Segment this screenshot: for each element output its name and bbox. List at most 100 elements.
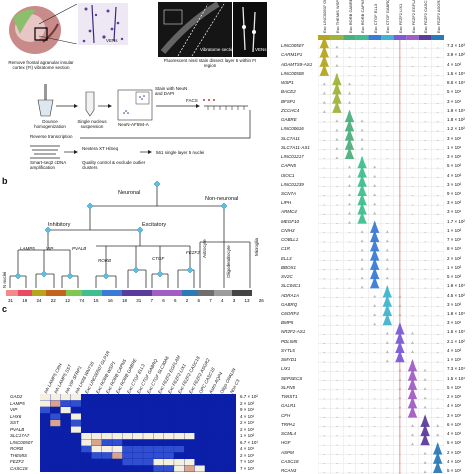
violin-shape bbox=[398, 176, 402, 178]
violin-shape bbox=[347, 165, 352, 169]
violin-shape bbox=[398, 112, 402, 113]
gene-fezf2: FEZF2 bbox=[186, 250, 200, 255]
violin-value-label: 1.8 × 10¹ bbox=[447, 311, 465, 317]
violin-shape bbox=[398, 130, 402, 132]
violin-column-label: Exc FEZF2 LIX1 bbox=[397, 3, 403, 33]
violin-header-cell bbox=[368, 35, 381, 40]
violin-shape bbox=[322, 379, 326, 381]
violin-shape bbox=[385, 121, 389, 123]
count: 74 bbox=[79, 298, 85, 303]
violin-gene-label: RCAN3 bbox=[281, 468, 297, 473]
violin-shape bbox=[335, 389, 339, 390]
violin-shape bbox=[423, 342, 427, 344]
heatmap-cell bbox=[184, 439, 195, 446]
heatmap-cell bbox=[205, 465, 216, 472]
violin-shape bbox=[385, 331, 389, 335]
violin-value-label: 3 × 10¹ bbox=[447, 320, 462, 326]
violin-shape bbox=[373, 158, 377, 160]
violin-gene-label: CARM1P1 bbox=[281, 52, 303, 58]
violin-shape bbox=[360, 285, 364, 289]
heatmap-cell bbox=[81, 439, 92, 446]
violin-shape bbox=[332, 72, 342, 86]
violin-shape bbox=[398, 368, 402, 372]
violin-shape bbox=[347, 361, 352, 363]
violin-header-bar bbox=[318, 35, 444, 40]
violin-shape bbox=[322, 250, 326, 252]
heatmap-cell bbox=[194, 433, 205, 440]
violin-shape bbox=[347, 472, 352, 473]
heatmap-row-label: LAMP5 bbox=[10, 400, 25, 406]
violin-shape bbox=[335, 137, 339, 141]
step-rt: Reverse transcription bbox=[30, 134, 73, 139]
violin-shape bbox=[395, 349, 405, 363]
violin-shape bbox=[360, 389, 364, 390]
violin-shape bbox=[322, 352, 326, 353]
violin-shape bbox=[360, 426, 364, 427]
violin-shape bbox=[360, 137, 364, 141]
count: 22 bbox=[50, 298, 56, 303]
heatmap-cell bbox=[122, 439, 133, 446]
violin-gene-label: SEPSECS bbox=[281, 375, 303, 381]
violin-shape bbox=[322, 333, 326, 335]
violin-shape bbox=[436, 379, 440, 381]
count: 6 bbox=[174, 298, 177, 303]
heatmap-cell bbox=[101, 433, 112, 440]
violin-value-label: 4 × 10¹ bbox=[447, 431, 462, 437]
violin-shape bbox=[335, 269, 339, 270]
heatmap-cell bbox=[215, 394, 226, 401]
violin-shape bbox=[335, 416, 339, 418]
violin-gene-label: ADAMTS9-AS1 bbox=[281, 61, 313, 67]
violin-shape bbox=[398, 462, 402, 464]
heatmap-cell bbox=[194, 446, 205, 453]
heatmap-cell bbox=[143, 420, 154, 427]
violin-shape bbox=[360, 257, 364, 261]
heatmap-cell bbox=[50, 407, 61, 414]
violin-value-label: 2.1 × 10² bbox=[447, 338, 465, 344]
violin-shape bbox=[410, 93, 415, 95]
violin-shape bbox=[398, 213, 402, 215]
violin-value-label: 3 × 10¹ bbox=[447, 98, 462, 104]
heatmap-cell bbox=[70, 420, 81, 427]
count: 31 bbox=[8, 298, 14, 303]
dendrogram bbox=[6, 180, 252, 296]
violin-shape bbox=[347, 342, 352, 344]
heatmap-cell bbox=[132, 426, 143, 433]
violin-shape bbox=[436, 416, 440, 418]
violin-shape bbox=[335, 45, 339, 49]
violin-shape bbox=[423, 65, 427, 67]
heatmap-cell bbox=[153, 452, 164, 459]
violin-shape bbox=[369, 220, 380, 233]
violin-shape bbox=[407, 368, 418, 381]
violin-shape bbox=[322, 287, 326, 289]
violin-shape bbox=[436, 370, 440, 372]
violin-shape bbox=[347, 407, 352, 409]
heatmap-cell bbox=[225, 394, 236, 401]
violin-shape bbox=[385, 84, 389, 86]
heatmap-cell bbox=[60, 433, 71, 440]
violin-shape bbox=[360, 472, 364, 473]
violin-value-label: 5 × 10¹ bbox=[447, 89, 462, 95]
heatmap-cell bbox=[215, 465, 226, 472]
violin-shape bbox=[347, 315, 352, 317]
violin-shape bbox=[410, 130, 415, 132]
heatmap-cell bbox=[50, 394, 61, 401]
violin-shape bbox=[436, 342, 440, 344]
heatmap bbox=[40, 394, 236, 472]
violin-shape bbox=[373, 93, 377, 95]
heatmap-cell bbox=[50, 420, 61, 427]
heatmap-cell bbox=[153, 439, 164, 446]
violin-shape bbox=[360, 361, 364, 363]
violin-shape bbox=[357, 155, 367, 169]
violin-shape bbox=[410, 204, 415, 206]
facs-label: FACS bbox=[186, 98, 198, 103]
heatmap-cell bbox=[163, 394, 174, 401]
violin-shape bbox=[436, 352, 440, 353]
violin-shape bbox=[385, 75, 389, 76]
violin-shape bbox=[369, 266, 380, 280]
violin-shape bbox=[385, 248, 389, 252]
violin-shape bbox=[322, 361, 326, 363]
violin-value-label: 1.9 × 10¹ bbox=[447, 283, 465, 289]
violin-shape bbox=[385, 185, 389, 187]
violin-shape bbox=[410, 324, 415, 326]
heatmap-value-label: 2 × 10² bbox=[240, 400, 255, 406]
